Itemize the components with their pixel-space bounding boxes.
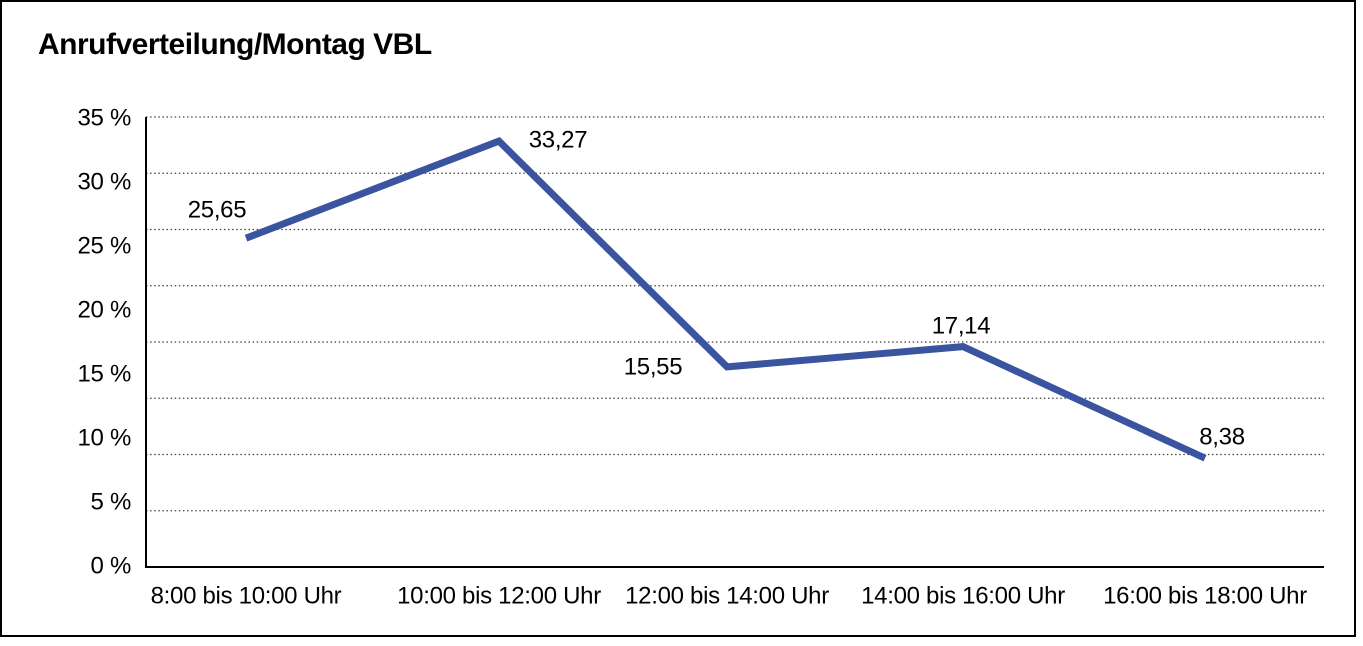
y-axis-tick-label: 5 % [91, 489, 131, 516]
x-axis-category-label: 12:00 bis 14:00 Uhr [625, 583, 829, 610]
y-axis-tick-label: 35 % [77, 105, 131, 132]
data-point-label: 25,65 [188, 197, 247, 224]
chart-title: Anrufverteilung/Montag VBL [38, 28, 432, 61]
data-point-label: 33,27 [529, 127, 588, 154]
x-axis-category-label: 10:00 bis 12:00 Uhr [397, 583, 601, 610]
data-point-label: 8,38 [1199, 424, 1245, 451]
y-axis-tick-label: 25 % [77, 233, 131, 260]
y-axis-tick-label: 0 % [91, 553, 131, 580]
x-axis-category-label: 16:00 bis 18:00 Uhr [1103, 583, 1307, 610]
y-axis-tick-label: 30 % [77, 169, 131, 196]
x-axis-category-label: 14:00 bis 16:00 Uhr [861, 583, 1065, 610]
axis-line [145, 117, 1324, 568]
data-point-label: 15,55 [624, 354, 683, 381]
data-point-label: 17,14 [932, 313, 991, 340]
y-axis-tick-label: 10 % [77, 425, 131, 452]
data-series-line [244, 137, 1207, 462]
y-axis-tick-label: 20 % [77, 297, 131, 324]
x-axis-category-label: 8:00 bis 10:00 Uhr [151, 583, 342, 610]
y-axis-tick-label: 15 % [77, 361, 131, 388]
